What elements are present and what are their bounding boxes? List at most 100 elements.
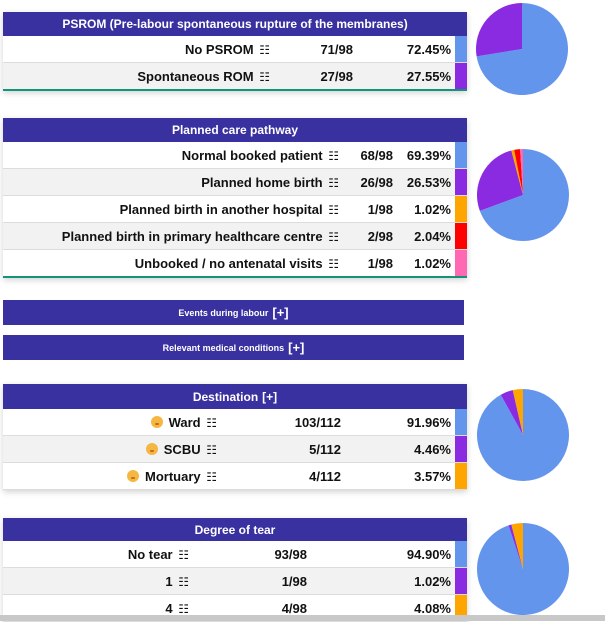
table-row: Mortuary ☷ 4/112 3.57% <box>3 463 467 490</box>
table-row: Unbooked / no antenatal visits ☷ 1/98 1.… <box>3 250 467 276</box>
color-chip <box>455 436 467 462</box>
table-row: Spontaneous ROM ☷ 27/98 27.55% <box>3 63 467 89</box>
color-chip <box>455 36 467 62</box>
pie-slice-1 <box>477 150 523 211</box>
color-chip <box>455 169 467 195</box>
table-row: Planned birth in primary healthcare cent… <box>3 223 467 250</box>
row-label: Mortuary <box>144 468 201 484</box>
medical-conditions-title: Relevant medical conditions <box>162 342 285 353</box>
row-label: Planned birth in another hospital <box>119 201 323 217</box>
color-chip <box>455 142 467 168</box>
pie-slice-2 <box>511 523 523 569</box>
baby-face-icon <box>150 415 163 428</box>
color-chip <box>455 250 467 276</box>
table-row: No PSROM ☷ 71/98 72.45% <box>3 36 467 63</box>
pie-slice-1 <box>500 390 523 435</box>
baby-face-icon <box>145 442 158 455</box>
row-count: 27/98 <box>320 68 353 84</box>
destination-table: Destination [+] Ward ☷ 103/112 91.96% SC… <box>3 384 467 490</box>
psrom-table: PSROM (Pre-labour spontaneous rupture of… <box>3 12 467 91</box>
table-row: Ward ☷ 103/112 91.96% <box>3 409 467 436</box>
table-row: Planned birth in another hospital ☷ 1/98… <box>3 196 467 223</box>
row-percent: 1.02% <box>414 255 451 271</box>
row-count: 5/112 <box>309 441 341 457</box>
care-pathway-table: Planned care pathway Normal booked patie… <box>3 118 467 278</box>
list-icon[interactable]: ☷ <box>328 256 339 271</box>
color-chip <box>455 595 467 621</box>
row-label: SCBU <box>163 441 201 457</box>
list-icon[interactable]: ☷ <box>328 175 339 190</box>
expand-toggle[interactable]: [+] <box>288 340 305 355</box>
row-count: 4/112 <box>309 468 341 484</box>
tear-pie-chart <box>477 523 569 615</box>
list-icon[interactable]: ☷ <box>178 574 189 589</box>
list-icon[interactable]: ☷ <box>259 69 270 84</box>
pie-slice-0 <box>476 3 568 95</box>
list-icon[interactable]: ☷ <box>328 229 339 244</box>
row-label: No tear <box>127 546 173 562</box>
list-icon[interactable]: ☷ <box>328 148 339 163</box>
list-icon[interactable]: ☷ <box>206 415 217 430</box>
list-icon[interactable]: ☷ <box>206 469 217 484</box>
pie-slice-1 <box>476 3 522 57</box>
tear-table: Degree of tear No tear ☷ 93/98 94.90% 1 … <box>3 518 467 622</box>
color-chip <box>455 409 467 435</box>
list-icon[interactable]: ☷ <box>178 547 189 562</box>
row-percent: 3.57% <box>414 468 451 484</box>
color-chip <box>455 541 467 567</box>
destination-pie-chart <box>477 389 569 481</box>
row-count: 93/98 <box>274 546 307 562</box>
pie-slice-1 <box>508 524 523 569</box>
destination-header: Destination [+] <box>3 384 467 409</box>
list-icon[interactable]: ☷ <box>328 202 339 217</box>
color-chip <box>455 463 467 489</box>
row-percent: 72.45% <box>406 41 451 57</box>
row-percent: 94.90% <box>406 546 451 562</box>
row-label: No PSROM <box>184 41 254 57</box>
events-labour-title: Events during labour <box>178 307 269 318</box>
pie-slice-2 <box>511 149 523 195</box>
row-label: Planned home birth <box>201 174 323 190</box>
row-label: Spontaneous ROM <box>137 68 254 84</box>
row-percent: 2.04% <box>414 228 451 244</box>
table-row: No tear ☷ 93/98 94.90% <box>3 541 467 568</box>
row-percent: 4.46% <box>414 441 451 457</box>
color-chip <box>455 196 467 222</box>
row-label: 4 <box>165 600 173 616</box>
row-count: 1/98 <box>367 255 393 271</box>
baby-face-icon <box>126 469 139 482</box>
table-row: Normal booked patient ☷ 68/98 69.39% <box>3 142 467 169</box>
row-count: 103/112 <box>294 414 341 430</box>
row-count: 1/98 <box>367 201 393 217</box>
row-count: 26/98 <box>360 174 393 190</box>
row-percent: 1.02% <box>414 201 451 217</box>
tear-title: Degree of tear <box>194 522 276 537</box>
row-percent: 1.02% <box>414 573 451 589</box>
row-count: 1/98 <box>281 573 307 589</box>
table-row: SCBU ☷ 5/112 4.46% <box>3 436 467 463</box>
color-chip <box>455 568 467 594</box>
row-percent: 27.55% <box>406 68 451 84</box>
list-icon[interactable]: ☷ <box>206 442 217 457</box>
list-icon[interactable]: ☷ <box>259 42 270 57</box>
row-label: Ward <box>168 414 201 430</box>
psrom-header: PSROM (Pre-labour spontaneous rupture of… <box>3 12 467 36</box>
row-percent: 26.53% <box>406 174 451 190</box>
tear-header: Degree of tear <box>3 518 467 541</box>
color-chip <box>455 223 467 249</box>
psrom-pie-chart <box>476 3 568 95</box>
list-icon[interactable]: ☷ <box>178 601 189 616</box>
events-labour-section-toggle[interactable]: Events during labour [+] <box>3 300 464 325</box>
row-label: 1 <box>165 573 173 589</box>
pie-slice-0 <box>479 149 569 241</box>
horizontal-scrollbar[interactable] <box>0 615 605 621</box>
row-label: Planned birth in primary healthcare cent… <box>61 228 323 244</box>
color-chip <box>455 63 467 89</box>
medical-conditions-section-toggle[interactable]: Relevant medical conditions [+] <box>3 335 464 360</box>
row-label: Normal booked patient <box>181 147 323 163</box>
expand-toggle[interactable]: [+] <box>272 305 289 320</box>
pie-slice-4 <box>520 149 523 195</box>
row-count: 2/98 <box>367 228 393 244</box>
expand-toggle[interactable]: [+] <box>262 389 278 404</box>
pie-slice-3 <box>514 149 523 195</box>
